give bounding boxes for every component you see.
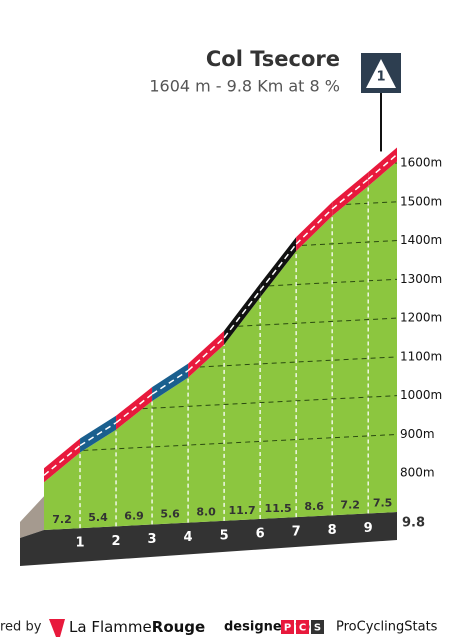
y-tick-label: 800m <box>400 466 435 480</box>
x-tick-label: 5 <box>220 528 229 543</box>
badge-label: 1 <box>376 70 385 85</box>
gradient-band <box>368 147 397 187</box>
brand-part: Rouge <box>152 618 205 636</box>
pcs-box <box>281 620 294 634</box>
profile-area <box>44 161 397 530</box>
band-dash <box>43 444 81 476</box>
grid-line <box>142 395 398 410</box>
y-tick-label: 1400m <box>400 233 442 247</box>
x-tick-label: 8 <box>328 523 337 538</box>
gradient-label: 7.2 <box>340 498 360 511</box>
grid-line <box>83 433 398 451</box>
left-face <box>20 496 44 538</box>
gradient-label: 6.9 <box>124 509 144 522</box>
x-tick-label: 2 <box>112 534 121 549</box>
y-tick-label: 900m <box>400 427 435 441</box>
pcs-box <box>296 620 309 634</box>
band-dash <box>115 393 153 424</box>
pcs-letter: S <box>314 623 321 634</box>
x-tick-label: 6 <box>256 526 265 541</box>
gradient-label: 8.0 <box>196 506 216 519</box>
band-dash <box>151 369 189 395</box>
pcs-name: ProCyclingStats <box>336 620 438 635</box>
band-dash <box>187 337 225 372</box>
gradient-label: 8.6 <box>304 500 324 513</box>
y-tick-label: 1000m <box>400 388 442 402</box>
brand-part: La Flamme <box>69 618 152 636</box>
gradient-label: 7.5 <box>373 497 393 510</box>
band-dash <box>79 422 117 447</box>
x-tick-label: 4 <box>184 530 193 545</box>
grid-line <box>199 356 398 368</box>
chart-title: Col Tsecore <box>206 47 340 71</box>
x-tick-label: 9 <box>364 521 373 536</box>
band-dash <box>367 153 398 180</box>
gradient-label: 5.6 <box>160 508 180 521</box>
pcs-letter: C <box>299 623 306 634</box>
brand-logo <box>49 619 65 637</box>
gradient-label: 5.4 <box>88 511 108 524</box>
y-tick-label: 1100m <box>400 349 442 363</box>
y-tick-label: 1300m <box>400 272 442 286</box>
x-tick-label: 1 <box>75 536 84 551</box>
gradient-label: 11.5 <box>265 502 292 515</box>
footer-powered: red by <box>0 620 42 635</box>
y-tick-label: 1200m <box>400 311 442 325</box>
brand-name: La FlammeRouge <box>69 618 205 636</box>
pcs-letter: P <box>284 623 291 634</box>
pcs-box <box>311 620 324 634</box>
gradient-band <box>224 283 261 345</box>
base-band <box>20 512 397 566</box>
gradient-label: 11.7 <box>229 504 256 517</box>
gradient-band <box>260 237 297 298</box>
x-tick-label: 3 <box>148 532 157 547</box>
y-tick-label: 1500m <box>400 194 442 208</box>
band-dash <box>295 208 333 245</box>
grid-line <box>269 278 398 287</box>
distance-label: 9.8 <box>402 516 425 531</box>
x-tick-label: 7 <box>292 525 301 540</box>
chart-subtitle: 1604 m - 9.8 Km at 8 % <box>149 77 340 96</box>
y-tick-label: 1600m <box>400 156 442 170</box>
grid-line <box>301 240 398 246</box>
gradient-label: 7.2 <box>52 513 72 526</box>
band-dash <box>331 178 369 210</box>
profile: 800m900m1000m1100m1200m1300m1400m1500m16… <box>20 93 442 566</box>
badge-triangle <box>366 59 396 88</box>
